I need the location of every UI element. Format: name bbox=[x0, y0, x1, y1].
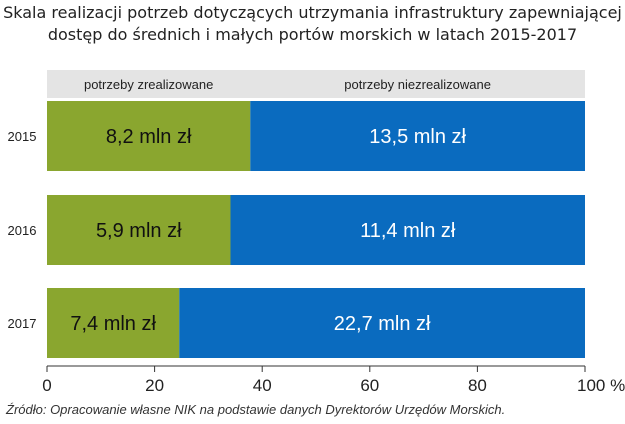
x-tick-label-40: 40 bbox=[253, 376, 272, 395]
legend-band bbox=[47, 70, 585, 98]
source-note: Źródło: Opracowanie własne NIK na podsta… bbox=[6, 402, 506, 417]
data-label-2015-realized: 8,2 mln zł bbox=[106, 126, 192, 148]
chart-title: Skala realizacji potrzeb dotyczących utr… bbox=[0, 2, 625, 46]
legend-label-unrealized: potrzeby niezrealizowane bbox=[344, 77, 491, 92]
category-label-2017: 2017 bbox=[8, 316, 37, 331]
bar-segment-2016-unrealized bbox=[230, 195, 585, 265]
data-label-2016-realized: 5,9 mln zł bbox=[96, 220, 182, 242]
x-tick-label-20: 20 bbox=[145, 376, 164, 395]
legend-label-realized: potrzeby zrealizowane bbox=[84, 77, 213, 92]
x-tick-label-60: 60 bbox=[360, 376, 379, 395]
data-label-2017-unrealized: 22,7 mln zł bbox=[334, 313, 431, 335]
data-label-2017-realized: 7,4 mln zł bbox=[70, 313, 156, 335]
category-label-2015: 2015 bbox=[8, 129, 37, 144]
category-label-2016: 2016 bbox=[8, 223, 37, 238]
bar-segment-2017-unrealized bbox=[179, 288, 585, 358]
data-label-2016-unrealized: 11,4 mln zł bbox=[360, 220, 456, 242]
chart-title-line-1: Skala realizacji potrzeb dotyczących utr… bbox=[3, 3, 622, 22]
x-tick-label-100: 100 % bbox=[577, 376, 625, 395]
bar-segment-2017-realized bbox=[47, 288, 180, 358]
data-label-2015-unrealized: 13,5 mln zł bbox=[369, 126, 466, 148]
chart-title-line-2: dostęp do średnich i małych portów morsk… bbox=[47, 25, 578, 44]
x-tick-label-0: 0 bbox=[42, 376, 51, 395]
bar-segment-2016-realized bbox=[47, 195, 231, 265]
x-tick-label-80: 80 bbox=[468, 376, 487, 395]
bar-segment-2015-realized bbox=[47, 101, 251, 171]
bar-segment-2015-unrealized bbox=[250, 101, 585, 171]
